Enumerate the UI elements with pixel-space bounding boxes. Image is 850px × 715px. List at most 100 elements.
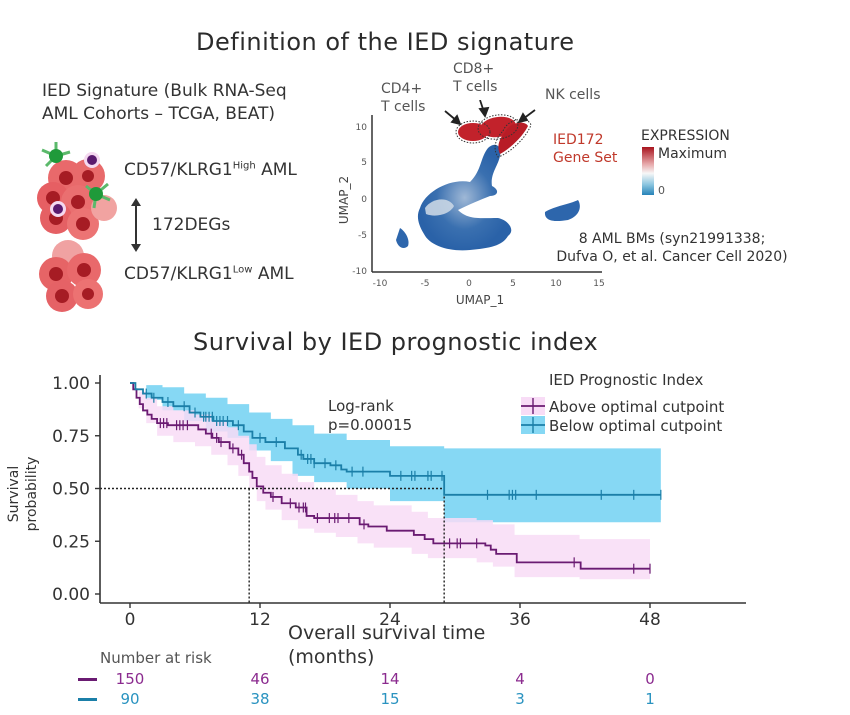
risk-count-above: 4	[515, 670, 525, 688]
deg-count-label: 172DEGs	[152, 215, 231, 235]
logrank-pvalue: p=0.00015	[328, 416, 412, 434]
km-x-tick-label: 12	[249, 610, 271, 630]
umap-plot: 10 5 0 -5 -10 -10 -5 0 5 10 15 UMAP_1 UM…	[337, 100, 605, 307]
km-y-tick-label: 0.75	[52, 427, 90, 447]
umap-y-tick: -10	[352, 267, 367, 277]
survival-curve-below	[130, 382, 661, 496]
umap-x-tick: -10	[373, 279, 388, 289]
risk-count-above: 0	[645, 670, 655, 688]
ied-heading-line2: AML Cohorts – TCGA, BEAT)	[42, 104, 276, 124]
umap-immune-clusters	[455, 114, 532, 158]
risk-legend-above-swatch	[78, 678, 97, 681]
high-aml-cluster-icon	[37, 142, 117, 240]
risk-legend-below-swatch	[78, 698, 97, 701]
risk-count-below: 1	[645, 690, 655, 708]
gene-set-label: IED172 Gene Set	[553, 131, 617, 167]
kaplan-meier-chart: 0.000.250.500.751.00 0 12 24 36 48 Survival …	[6, 371, 746, 668]
cd4-annotation: CD4+ T cells	[381, 80, 425, 116]
umap-source-citation: 8 AML BMs (syn21991338; Dufva O, et al. …	[537, 230, 807, 266]
km-x-tick-label: 0	[125, 610, 136, 630]
cd8-line2: T cells	[453, 79, 498, 95]
cd4-line2: T cells	[381, 99, 426, 115]
risk-count-above: 46	[250, 670, 270, 688]
censor-marks	[145, 388, 662, 574]
umap-y-tick: -5	[358, 231, 367, 241]
high-label-prefix: CD57/KLRG1	[124, 160, 233, 180]
bottom-figure-title: Survival by IED prognostic index	[193, 328, 599, 356]
risk-count-below: 3	[515, 690, 525, 708]
expression-colorbar	[642, 147, 654, 195]
umap-y-tick: 0	[361, 195, 367, 205]
umap-x-tick: 10	[550, 279, 562, 289]
km-y-ticks: 0.00 0.25 0.50 0.75 1.00	[52, 374, 100, 605]
risk-count-below: 15	[380, 690, 400, 708]
low-aml-cluster-icon	[39, 240, 103, 312]
gene-set-line1: IED172	[553, 132, 604, 148]
ied-heading-line1: IED Signature (Bulk RNA-Seq	[42, 81, 287, 101]
umap-x-label: UMAP_1	[456, 293, 504, 307]
km-y-tick-label: 0.00	[52, 585, 90, 605]
low-label-sup: Low	[232, 264, 253, 276]
ci-band-above	[130, 383, 650, 580]
umap-annotation-arrows	[444, 100, 536, 126]
umap-y-tick: 10	[356, 123, 368, 133]
km-y-tick-label: 0.50	[52, 480, 90, 500]
source-line2: Dufva O, et al. Cancer Cell 2020)	[556, 249, 788, 265]
expression-legend-min: 0	[658, 184, 665, 197]
survival-curves	[130, 382, 661, 570]
umap-x-tick: 0	[466, 279, 472, 289]
km-x-tick-label: 24	[379, 610, 401, 630]
nk-annotation: NK cells	[545, 87, 601, 103]
low-label-prefix: CD57/KLRG1	[124, 264, 233, 284]
km-y-label-line2: probability	[24, 457, 40, 532]
nk-cell-icon	[41, 142, 111, 209]
cd4-line1: CD4+	[381, 81, 423, 97]
ied-signature-heading: IED Signature (Bulk RNA-Seq AML Cohorts …	[42, 80, 287, 126]
umap-y-ticks: 10 5 0 -5 -10	[352, 123, 367, 277]
high-group-label: CD57/KLRG1High AML	[124, 160, 297, 180]
source-line1: 8 AML BMs (syn21991338;	[578, 231, 766, 247]
ci-band-below	[130, 383, 661, 523]
risk-count-below: 90	[120, 690, 140, 708]
km-x-tick-label: 36	[509, 610, 531, 630]
risk-count-above: 14	[380, 670, 400, 688]
km-legend-title: IED Prognostic Index	[549, 371, 704, 389]
confidence-bands	[130, 383, 661, 580]
km-x-label-line2: (months)	[288, 646, 374, 668]
km-y-tick-label: 0.25	[52, 532, 90, 552]
low-label-suffix: AML	[252, 264, 294, 284]
umap-x-tick: 5	[510, 279, 516, 289]
umap-y-label: UMAP_2	[337, 176, 351, 224]
gene-set-line2: Gene Set	[553, 150, 618, 166]
umap-y-tick: 5	[361, 158, 367, 168]
km-y-label-line1: Survival	[6, 466, 22, 522]
km-x-tick-label: 48	[639, 610, 661, 630]
cd8-annotation: CD8+ T cells	[453, 60, 497, 96]
km-x-ticks: 0 12 24 36 48	[125, 603, 661, 630]
legend-label: Below optimal cutpoint	[549, 417, 722, 435]
survival-curve-above	[130, 382, 650, 570]
aml-cell-illustration	[37, 142, 117, 312]
double-arrow-icon	[131, 198, 141, 252]
umap-x-tick: -5	[421, 279, 430, 289]
expression-legend-title: EXPRESSION	[641, 128, 730, 144]
median-lines	[100, 487, 445, 603]
top-figure-title: Definition of the IED signature	[196, 28, 575, 56]
cd8-line1: CD8+	[453, 61, 495, 77]
risk-count-above: 150	[115, 670, 145, 688]
km-x-label-line1: Overall survival time	[288, 622, 485, 644]
km-y-tick-label: 1.00	[52, 374, 90, 394]
umap-cell-cloud	[396, 144, 580, 251]
high-label-sup: High	[232, 160, 256, 172]
legend-label: Above optimal cutpoint	[549, 398, 724, 416]
umap-x-ticks: -10 -5 0 5 10 15	[373, 279, 605, 289]
umap-x-tick: 15	[593, 279, 604, 289]
high-label-suffix: AML	[255, 160, 297, 180]
t-cell-icon	[50, 152, 100, 217]
risk-table-title: Number at risk	[100, 649, 212, 667]
low-group-label: CD57/KLRG1Low AML	[124, 264, 294, 284]
expression-legend-max: Maximum	[658, 146, 727, 162]
logrank-label: Log-rank	[328, 397, 394, 415]
risk-count-below: 38	[250, 690, 270, 708]
